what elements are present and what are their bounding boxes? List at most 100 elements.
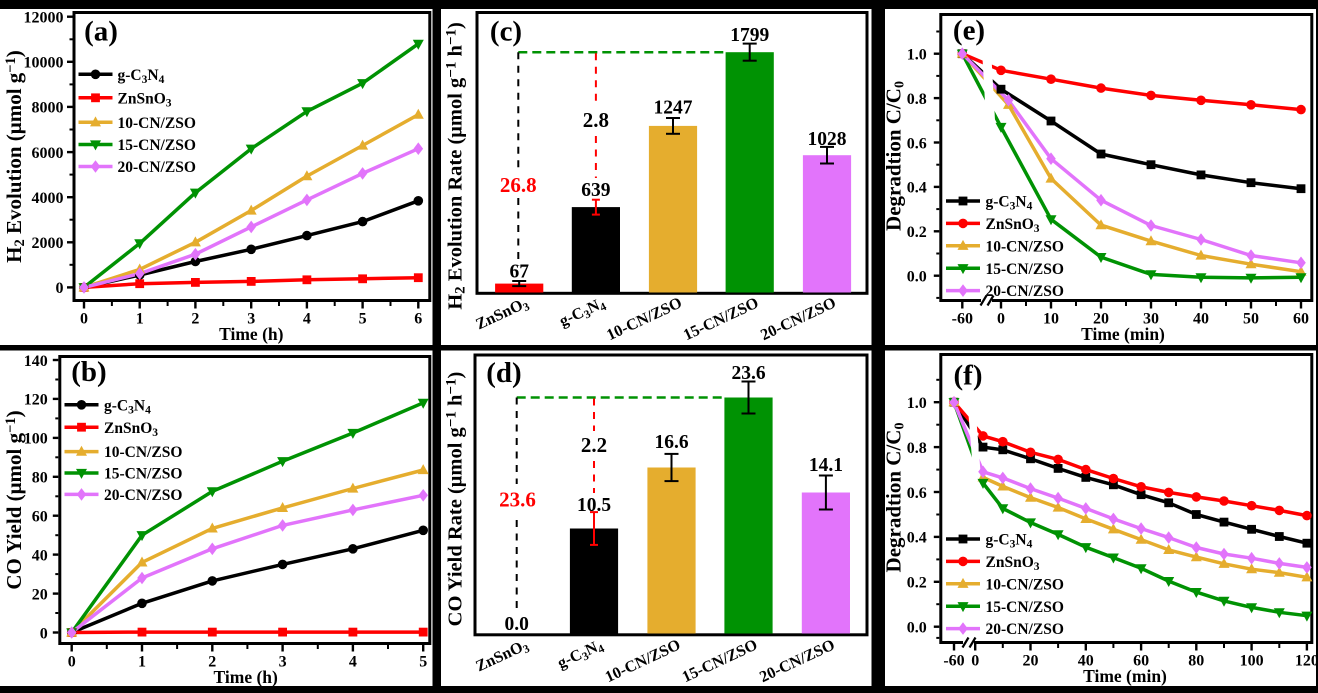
svg-text:100: 100 bbox=[1240, 653, 1264, 670]
svg-text:(c): (c) bbox=[490, 16, 522, 48]
svg-text:15-CN/ZSO: 15-CN/ZSO bbox=[118, 137, 196, 154]
svg-text:20-CN/ZSO: 20-CN/ZSO bbox=[104, 487, 182, 504]
svg-text:10-CN/ZSO: 10-CN/ZSO bbox=[986, 238, 1064, 255]
svg-text:2.2: 2.2 bbox=[581, 433, 607, 457]
svg-text:(a): (a) bbox=[84, 16, 118, 48]
svg-text:1: 1 bbox=[138, 654, 146, 671]
svg-text:0.0: 0.0 bbox=[907, 269, 927, 286]
svg-text:ZnSnO3: ZnSnO3 bbox=[118, 90, 172, 109]
svg-text:0.6: 0.6 bbox=[907, 135, 927, 152]
svg-text:4: 4 bbox=[349, 654, 357, 671]
svg-text:(d): (d) bbox=[486, 357, 521, 389]
svg-text:10.5: 10.5 bbox=[577, 495, 611, 516]
svg-text:CO Yield Rate (μmol g−1 h−1): CO Yield Rate (μmol g−1 h−1) bbox=[444, 372, 467, 627]
svg-text:2.8: 2.8 bbox=[583, 108, 609, 132]
svg-text:15-CN/ZSO: 15-CN/ZSO bbox=[104, 466, 182, 483]
svg-text:g-C3N4: g-C3N4 bbox=[986, 532, 1033, 551]
svg-text:Time (min): Time (min) bbox=[1083, 666, 1167, 686]
svg-text:2: 2 bbox=[208, 654, 216, 671]
svg-text:0.4: 0.4 bbox=[907, 180, 927, 197]
svg-text:1.0: 1.0 bbox=[907, 395, 927, 412]
svg-text:3: 3 bbox=[247, 311, 255, 328]
svg-text:-60: -60 bbox=[943, 653, 964, 670]
svg-text:(f): (f) bbox=[954, 360, 983, 392]
svg-text:6000: 6000 bbox=[32, 145, 64, 162]
svg-text:4000: 4000 bbox=[32, 190, 64, 207]
svg-text:0: 0 bbox=[68, 654, 76, 671]
svg-text:23.6: 23.6 bbox=[499, 488, 536, 512]
svg-text:6: 6 bbox=[414, 311, 422, 328]
svg-text:0: 0 bbox=[80, 311, 88, 328]
svg-text:26.8: 26.8 bbox=[500, 173, 537, 197]
svg-text:1799: 1799 bbox=[730, 25, 769, 46]
svg-text:60: 60 bbox=[1133, 653, 1149, 670]
svg-text:40: 40 bbox=[1078, 653, 1094, 670]
svg-text:Degradtion C/C0: Degradtion C/C0 bbox=[882, 81, 908, 231]
svg-text:1247: 1247 bbox=[654, 98, 693, 119]
svg-text:1: 1 bbox=[136, 311, 144, 328]
svg-text:100: 100 bbox=[24, 431, 48, 448]
svg-text:10-CN/ZSO: 10-CN/ZSO bbox=[986, 576, 1064, 593]
svg-text:50: 50 bbox=[1243, 311, 1259, 328]
svg-text:40: 40 bbox=[32, 547, 48, 564]
svg-text:20: 20 bbox=[1093, 311, 1109, 328]
svg-text:16.6: 16.6 bbox=[654, 432, 688, 453]
svg-text:80: 80 bbox=[32, 470, 48, 487]
svg-text:(e): (e) bbox=[953, 15, 985, 47]
svg-text:8000: 8000 bbox=[32, 100, 64, 117]
svg-text:ZnSnO3: ZnSnO3 bbox=[986, 554, 1040, 573]
svg-text:2: 2 bbox=[191, 311, 199, 328]
svg-text:(b): (b) bbox=[71, 356, 106, 388]
svg-text:0.0: 0.0 bbox=[907, 620, 927, 637]
svg-text:15-CN/ZSO: 15-CN/ZSO bbox=[986, 261, 1064, 278]
svg-text:80: 80 bbox=[1188, 653, 1204, 670]
svg-text:20-CN/ZSO: 20-CN/ZSO bbox=[986, 621, 1064, 638]
svg-text:H2 Evolution (μmol g−1): H2 Evolution (μmol g−1) bbox=[2, 50, 28, 263]
svg-text:5: 5 bbox=[359, 311, 367, 328]
svg-text:-60: -60 bbox=[952, 311, 973, 328]
svg-text:g-C3N4: g-C3N4 bbox=[986, 194, 1033, 213]
svg-text:120: 120 bbox=[1295, 653, 1318, 670]
svg-text:0: 0 bbox=[56, 280, 64, 297]
svg-text:30: 30 bbox=[1143, 311, 1159, 328]
svg-text:639: 639 bbox=[581, 180, 611, 201]
svg-text:0.8: 0.8 bbox=[907, 440, 927, 457]
svg-text:1.0: 1.0 bbox=[907, 47, 927, 64]
svg-text:5: 5 bbox=[419, 654, 427, 671]
svg-text:0.6: 0.6 bbox=[907, 485, 927, 502]
svg-text:Degradtion C/C0: Degradtion C/C0 bbox=[882, 423, 908, 573]
svg-text:0.8: 0.8 bbox=[907, 91, 927, 108]
svg-text:40: 40 bbox=[1193, 311, 1209, 328]
svg-text:23.6: 23.6 bbox=[731, 363, 765, 384]
svg-text:20: 20 bbox=[1023, 653, 1039, 670]
svg-text:14.1: 14.1 bbox=[809, 455, 843, 476]
svg-text:0: 0 bbox=[971, 653, 979, 670]
svg-text:1028: 1028 bbox=[808, 129, 847, 150]
svg-text:2000: 2000 bbox=[32, 235, 64, 252]
svg-text:140: 140 bbox=[24, 353, 48, 370]
svg-text:10000: 10000 bbox=[24, 55, 64, 72]
svg-text:60: 60 bbox=[1293, 311, 1309, 328]
svg-text:g-C3N4: g-C3N4 bbox=[104, 397, 151, 416]
svg-text:10-CN/ZSO: 10-CN/ZSO bbox=[118, 115, 196, 132]
svg-text:15-CN/ZSO: 15-CN/ZSO bbox=[986, 599, 1064, 616]
svg-text:0.2: 0.2 bbox=[907, 575, 927, 592]
svg-text:3: 3 bbox=[279, 654, 287, 671]
svg-text:Time (h): Time (h) bbox=[219, 324, 283, 344]
svg-text:20-CN/ZSO: 20-CN/ZSO bbox=[986, 283, 1064, 300]
svg-text:0: 0 bbox=[40, 625, 48, 642]
svg-text:20: 20 bbox=[32, 586, 48, 603]
svg-text:0: 0 bbox=[997, 311, 1005, 328]
svg-text:0.2: 0.2 bbox=[907, 224, 927, 241]
svg-text:0.4: 0.4 bbox=[907, 530, 927, 547]
svg-text:Time (min): Time (min) bbox=[1081, 324, 1165, 344]
svg-text:Time (h): Time (h) bbox=[214, 667, 278, 687]
svg-text:CO Yield (μmol g−1): CO Yield (μmol g−1) bbox=[2, 410, 26, 589]
svg-text:20-CN/ZSO: 20-CN/ZSO bbox=[118, 159, 196, 176]
svg-text:12000: 12000 bbox=[24, 10, 64, 27]
svg-text:0.0: 0.0 bbox=[505, 614, 529, 635]
svg-text:67: 67 bbox=[509, 262, 529, 283]
svg-text:10: 10 bbox=[1043, 311, 1059, 328]
svg-text:4: 4 bbox=[303, 311, 311, 328]
svg-text:g-C3N4: g-C3N4 bbox=[118, 67, 165, 86]
